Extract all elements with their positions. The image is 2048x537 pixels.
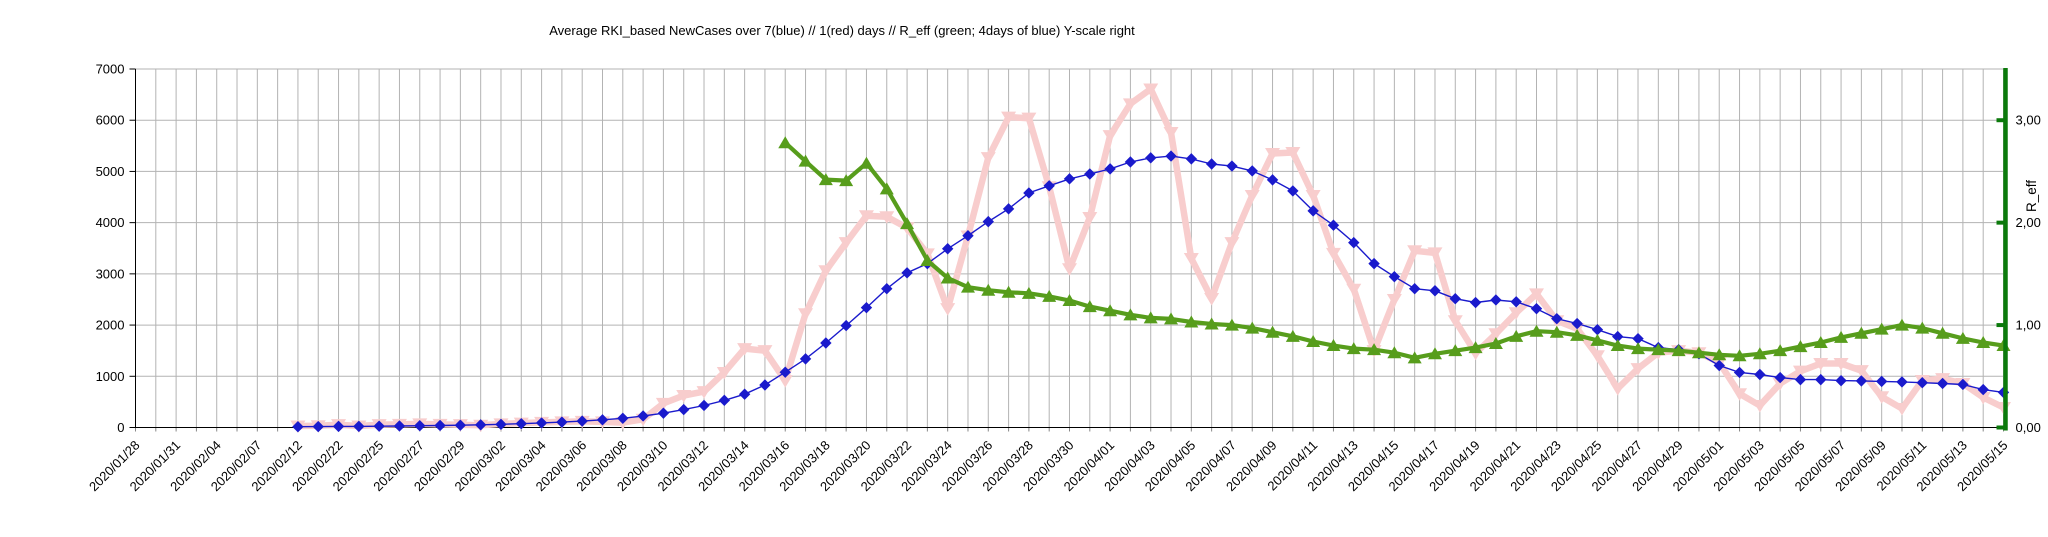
svg-text:1,00: 1,00 (2016, 318, 2041, 333)
svg-text:1000: 1000 (96, 369, 125, 384)
x-axis-ticks (135, 427, 2004, 432)
right-axis-title: R_eff (2024, 180, 2039, 212)
axis-labels: 0 1000 2000 3000 4000 5000 6000 7000 0,00 1,00 2,0… (86, 62, 2041, 495)
chart-title: Average RKI_based NewCases over 7(blue) … (549, 23, 1135, 38)
svg-text:0,00: 0,00 (2016, 420, 2041, 435)
svg-text:0: 0 (117, 420, 124, 435)
svg-text:2000: 2000 (96, 318, 125, 333)
svg-text:2,00: 2,00 (2016, 215, 2041, 230)
svg-text:3000: 3000 (96, 266, 125, 281)
svg-text:5000: 5000 (96, 164, 125, 179)
vertical-gridlines (135, 69, 2004, 428)
horizontal-gridlines (135, 68, 2006, 377)
svg-text:4000: 4000 (96, 215, 125, 230)
series-green-reff (778, 136, 2011, 364)
svg-text:3,00: 3,00 (2016, 113, 2041, 128)
svg-text:6000: 6000 (96, 113, 125, 128)
right-y-axis (1996, 68, 2008, 431)
svg-text:7000: 7000 (96, 62, 125, 77)
